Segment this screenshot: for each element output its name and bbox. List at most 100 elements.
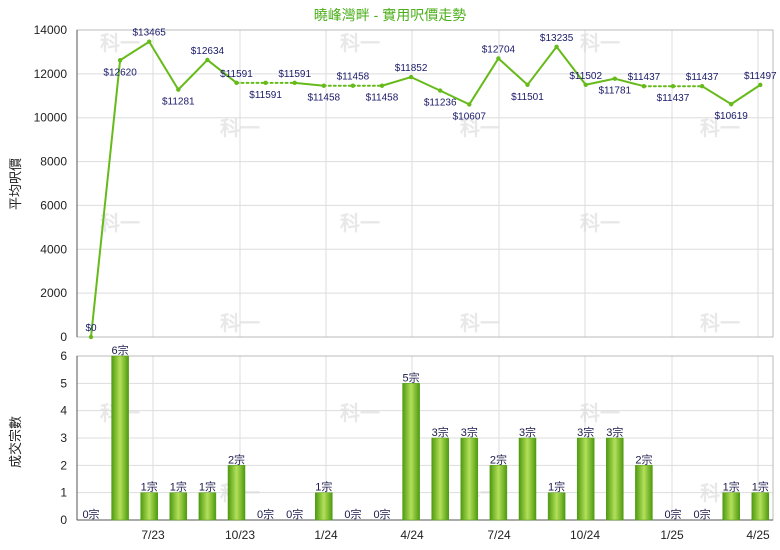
price-value-label: $11458	[366, 93, 399, 104]
watermark-text: 科一	[100, 211, 140, 235]
y-tick-label: 0	[60, 513, 67, 527]
line-segment	[526, 45, 558, 86]
line-point	[699, 84, 705, 89]
bar-value-label: 3宗	[461, 425, 478, 439]
bar-value-label: 0宗	[286, 507, 303, 521]
price-value-label: $11236	[424, 98, 457, 109]
line-point	[321, 83, 326, 88]
bar-value-label: 1宗	[199, 480, 216, 494]
line-point	[554, 44, 559, 49]
bar	[576, 437, 595, 521]
y-tick-label: 6000	[40, 198, 67, 212]
line-segment	[584, 77, 616, 86]
line-point	[438, 88, 443, 93]
bar	[140, 492, 158, 521]
price-value-label: $0	[85, 323, 97, 334]
y-tick-label: 2000	[40, 286, 67, 300]
bar	[547, 492, 566, 521]
line-segment	[90, 59, 122, 338]
line-point	[612, 76, 617, 81]
line-segment	[439, 89, 471, 106]
bar-value-label: 1宗	[315, 480, 332, 494]
bar-value-label: 1宗	[723, 480, 740, 494]
bar	[169, 492, 188, 521]
line-point	[467, 102, 472, 107]
y-tick-label: 8000	[40, 155, 67, 169]
x-tick-label: 4/24	[400, 528, 424, 542]
bar-value-label: 3宗	[577, 425, 594, 439]
watermark-text: 科一	[340, 401, 380, 425]
x-tick-label: 10/23	[225, 528, 255, 542]
upper-plot-frame	[76, 29, 774, 338]
line-segment	[381, 76, 413, 87]
line-point	[292, 80, 297, 86]
bar-value-label: 0宗	[257, 507, 274, 521]
watermark-text: 科一	[700, 311, 740, 335]
line-segment	[119, 40, 151, 62]
line-segment	[468, 57, 500, 106]
price-value-label: $13465	[133, 28, 167, 39]
bar-value-label: 1宗	[170, 480, 187, 494]
watermark-layer: 科一科一科一科一科一科一科一科一科一科一科一科一科一科一科一科一科一科一	[100, 31, 740, 505]
line-point	[88, 334, 94, 340]
y-tick-label: 3	[60, 431, 67, 445]
bar-value-label: 1宗	[752, 480, 769, 494]
watermark-text: 科一	[460, 116, 500, 140]
line-segment	[613, 77, 645, 88]
line-point	[583, 82, 588, 87]
price-value-label: $11781	[598, 86, 631, 97]
price-value-label: $11437	[686, 72, 719, 83]
bar-value-label: 0宗	[82, 507, 99, 521]
bar	[402, 383, 420, 521]
bar-value-label: 1宗	[141, 480, 158, 494]
bar-value-label: 0宗	[664, 507, 681, 521]
price-value-label: $11458	[337, 72, 370, 83]
y-tick-label: 4000	[40, 242, 67, 256]
price-value-label: $11497	[744, 71, 777, 82]
bar-value-label: 2宗	[228, 452, 245, 466]
bar-series	[111, 355, 770, 521]
line-point	[234, 80, 239, 86]
bar	[460, 437, 479, 521]
bar-value-label: 5宗	[403, 370, 420, 384]
bar	[198, 492, 217, 521]
bar	[431, 437, 449, 521]
line-point	[147, 39, 152, 44]
price-value-label: $11591	[249, 90, 282, 101]
line-point	[117, 58, 123, 63]
line-segment	[410, 76, 442, 92]
line-point	[263, 80, 268, 86]
line-point	[729, 101, 734, 107]
line-point	[496, 56, 501, 61]
line-point	[525, 82, 530, 87]
price-value-label: $11281	[162, 97, 195, 108]
bar-value-label: 2宗	[490, 452, 507, 466]
bar-value-label: 3宗	[432, 425, 449, 439]
bar-value-label: 0宗	[694, 507, 711, 521]
y-tick-label: 12000	[34, 67, 68, 81]
line-point	[408, 74, 414, 80]
bar-value-label: 2宗	[635, 452, 652, 466]
bar	[518, 437, 537, 521]
line-segment	[701, 85, 733, 106]
price-value-label: $13235	[540, 33, 574, 44]
x-tick-label: 7/24	[487, 528, 511, 542]
bar-value-label: 6宗	[112, 343, 129, 357]
bar	[315, 492, 333, 521]
x-tick-label: 1/25	[660, 528, 684, 542]
line-point	[205, 57, 210, 63]
bar-value-label: 0宗	[344, 507, 361, 521]
watermark-text: 科一	[580, 31, 620, 55]
bar-value-label: 3宗	[519, 425, 536, 439]
x-tick-label: 4/25	[746, 528, 770, 542]
price-value-label: $11458	[307, 93, 340, 104]
upper-y-axis-label: 平均呎價	[8, 158, 23, 210]
lower-y-axis-label: 成交宗數	[8, 416, 23, 468]
line-segment	[148, 40, 180, 91]
axes-layer: 0 2000 4000 6000 8000 10000 12000 14000 0 1 2 3 4 5 6 7…	[34, 23, 774, 542]
price-value-label: $11591	[278, 69, 311, 80]
x-tick-label: 10/24	[570, 528, 600, 542]
x-tick-label: 1/24	[314, 528, 338, 542]
bar	[489, 465, 508, 521]
